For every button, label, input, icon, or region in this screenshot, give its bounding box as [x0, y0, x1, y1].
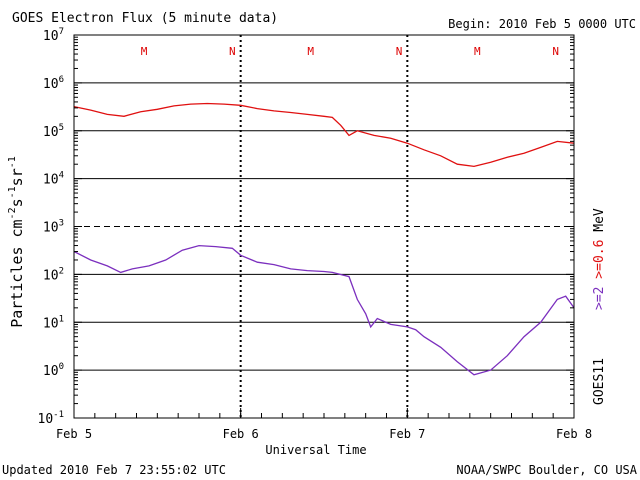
y-tick-label: 104: [43, 171, 64, 188]
y-tick-label: 10-1: [38, 410, 65, 427]
footer-credit: NOAA/SWPC Boulder, CO USA: [456, 463, 637, 477]
legend-satellite: GOES11: [592, 358, 607, 405]
mn-marker: N: [552, 45, 559, 58]
x-tick-label: Feb 7: [389, 427, 425, 441]
begin-label: Begin: 2010 Feb 5 0000 UTC: [448, 17, 636, 31]
y-tick-label: 101: [43, 314, 64, 331]
mn-marker: N: [396, 45, 403, 58]
y-tick-label: 107: [43, 27, 64, 44]
mn-marker: M: [141, 45, 148, 58]
grid-lines: [74, 35, 574, 418]
right-legend: >=2 >=0.6 MeV GOES11: [592, 208, 607, 405]
x-axis-label: Universal Time: [265, 443, 366, 457]
mn-marker: N: [229, 45, 236, 58]
y-axis-label: Particles cm-2s-1sr-1: [7, 156, 26, 328]
legend-energy-labels: >=2 >=0.6 MeV: [592, 208, 607, 310]
footer-updated: Updated 2010 Feb 7 23:55:02 UTC: [2, 463, 226, 477]
x-tick-label: Feb 8: [556, 427, 592, 441]
x-axis-ticks: Feb 5 Feb 6 Feb 7 Feb 8: [56, 408, 592, 441]
mn-marker: M: [474, 45, 481, 58]
mn-marker: M: [307, 45, 314, 58]
y-tick-label: 103: [43, 219, 64, 236]
y-tick-label: 102: [43, 266, 64, 283]
x-tick-label: Feb 6: [223, 427, 259, 441]
x-tick-label: Feb 5: [56, 427, 92, 441]
series-line: [73, 244, 575, 376]
y-axis-ticks: 10-1 100 101 102 103 104 105 106 107: [38, 27, 574, 427]
y-tick-label: 100: [43, 362, 64, 379]
data-series: [73, 102, 575, 376]
y-tick-label: 105: [43, 123, 64, 140]
chart-title: GOES Electron Flux (5 minute data): [12, 11, 278, 26]
series-line: [73, 102, 575, 168]
y-tick-label: 106: [43, 75, 64, 92]
